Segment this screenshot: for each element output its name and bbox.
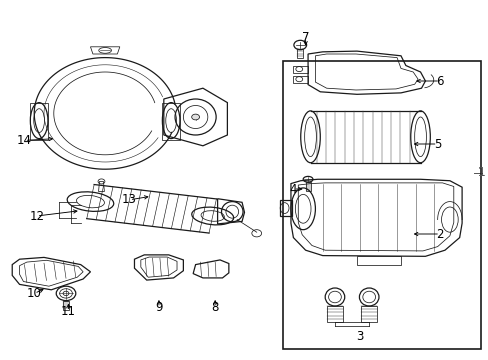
Bar (282, 61, 480, 349)
Text: 14: 14 (17, 134, 32, 147)
Text: 3: 3 (355, 330, 363, 343)
Text: 10: 10 (27, 287, 41, 300)
Text: 2: 2 (435, 228, 443, 240)
Text: 13: 13 (122, 193, 137, 206)
Text: 7: 7 (301, 31, 309, 44)
Text: 11: 11 (61, 305, 76, 318)
Text: 12: 12 (29, 210, 44, 222)
Text: 9: 9 (155, 301, 163, 314)
Text: 1: 1 (477, 166, 485, 179)
Text: 4: 4 (289, 183, 297, 195)
Text: 8: 8 (211, 301, 219, 314)
Text: 5: 5 (433, 138, 441, 150)
Text: 1: 1 (477, 166, 485, 179)
Ellipse shape (191, 114, 199, 120)
Text: 6: 6 (435, 75, 443, 87)
